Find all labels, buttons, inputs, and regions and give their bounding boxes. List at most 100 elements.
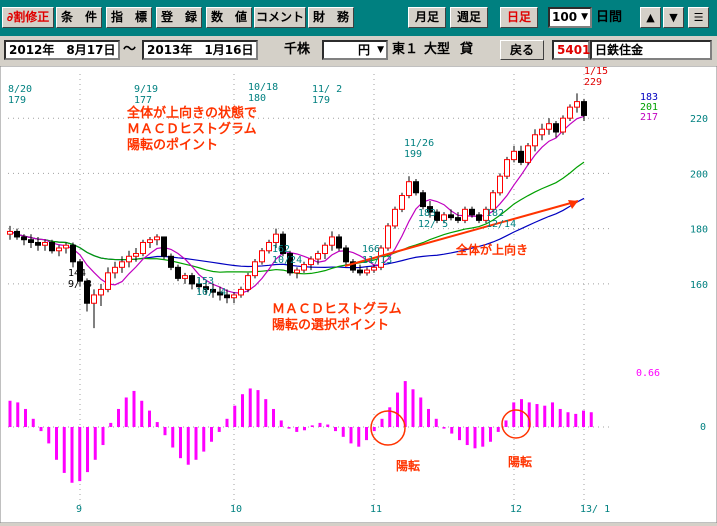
macd-bar <box>512 402 516 427</box>
candle-body <box>154 236 160 241</box>
toolbar-button-0[interactable]: ∂割修正 <box>2 7 54 28</box>
candle-body <box>518 150 524 163</box>
toolbar-button-8[interactable]: 週足 <box>450 7 488 28</box>
candle-body <box>84 280 90 304</box>
scroll-up-button[interactable]: ▲ <box>640 7 661 28</box>
candle-body <box>525 145 531 163</box>
price-label-value: 10/ 4 <box>196 287 226 298</box>
price-label-value: 11/13 <box>362 255 392 266</box>
ma-current-value: 183 <box>640 92 658 103</box>
candle-body <box>210 288 216 293</box>
macd-bar <box>419 397 423 427</box>
macd-bar <box>279 420 283 427</box>
toolbar-button-2[interactable]: 指 標 <box>106 7 152 28</box>
date-from-field[interactable]: 2012年 8月17日 <box>4 40 120 60</box>
y-tick-label: 220 <box>690 114 708 125</box>
price-label-value: 12/ 5 <box>418 219 448 230</box>
scroll-down-button[interactable]: ▼ <box>663 7 684 28</box>
menu-icon: ☰ <box>693 11 704 24</box>
macd-bar <box>78 427 82 482</box>
price-label-date: 11/26 <box>404 138 434 149</box>
macd-bar <box>450 427 454 434</box>
chevron-down-icon: ▼ <box>377 45 384 55</box>
candle-body <box>539 128 545 136</box>
ma-current-value: 217 <box>640 112 658 123</box>
candle-body <box>224 294 230 299</box>
macd-bar <box>411 389 415 427</box>
candle-body <box>322 244 328 255</box>
macd-bar <box>566 412 570 427</box>
candle-body <box>294 269 300 274</box>
candle-body <box>105 272 111 290</box>
macd-bar <box>62 427 66 473</box>
toolbar-button-4[interactable]: 数 値 <box>206 7 252 28</box>
candle-body <box>567 106 573 119</box>
price-label-date: 8/20 <box>8 84 32 95</box>
candle-body <box>161 236 167 257</box>
candle-body <box>462 208 468 221</box>
macd-bar <box>101 427 105 446</box>
macd-bar <box>31 418 35 427</box>
macd-bar <box>124 397 128 427</box>
back-button[interactable]: 戻る <box>500 40 544 60</box>
macd-bar <box>380 418 384 427</box>
macd-bar <box>442 427 446 429</box>
candle-body <box>112 266 118 274</box>
macd-bar <box>326 424 330 427</box>
price-label-value: 180 <box>248 93 266 104</box>
trend-arrow-line <box>344 200 579 267</box>
currency-select[interactable]: 円 ▼ <box>322 40 388 60</box>
candle-body <box>175 266 181 279</box>
candle-body <box>385 225 391 249</box>
candle-body <box>49 241 55 252</box>
stock-code-field[interactable]: 5401 <box>552 40 590 60</box>
toolbar-button-9[interactable]: 日足 <box>500 7 538 28</box>
macd-bar <box>109 422 113 427</box>
unit-label: 千株 <box>284 42 311 57</box>
x-tick-label: 12 <box>510 504 522 515</box>
macd-bar <box>171 427 175 448</box>
price-label-date: 182 <box>486 208 504 219</box>
candle-body <box>7 230 13 235</box>
lend-label: 貸 <box>460 42 474 57</box>
macd-bar <box>318 422 322 427</box>
period-select[interactable]: 100 ▼ <box>548 7 592 28</box>
macd-bar <box>55 427 58 460</box>
price-label-date: 166 <box>362 244 380 255</box>
macd-bar <box>264 399 268 427</box>
macd-bar <box>473 427 477 449</box>
date-to-field[interactable]: 2013年 1月16日 <box>142 40 258 60</box>
toolbar-button-1[interactable]: 条 件 <box>56 7 102 28</box>
macd-bar <box>117 408 120 427</box>
candle-body <box>266 241 272 252</box>
macd-bar <box>93 427 97 460</box>
annotation-note1: 全体が上向きの状態で ＭＡＣＤヒストグラム 陽転のポイント <box>127 106 257 154</box>
price-label-date: 11/ 2 <box>312 84 342 95</box>
candle-body <box>581 101 587 116</box>
note2-line1: ＭＡＣＤヒストグラム <box>272 302 402 317</box>
price-label-date: 183 <box>418 208 436 219</box>
candle-body <box>98 288 104 296</box>
macd-bar <box>310 425 314 427</box>
candle-body <box>483 208 489 221</box>
toolbar-button-7[interactable]: 月足 <box>408 7 446 28</box>
macd-bar <box>396 392 399 427</box>
annotation-trend: 全体が上向き <box>456 243 529 257</box>
candle-body <box>434 211 440 221</box>
price-label-value: 177 <box>134 95 152 106</box>
toolbar-button-5[interactable]: コメント <box>254 7 306 28</box>
macd-bar <box>186 427 190 465</box>
macd-bar <box>388 407 392 427</box>
toolbar-button-3[interactable]: 登 録 <box>156 7 202 28</box>
x-tick-label: 10 <box>230 504 242 515</box>
macd-bar <box>39 427 43 432</box>
candle-body <box>238 288 244 296</box>
menu-button[interactable]: ☰ <box>688 7 709 28</box>
toolbar-button-6[interactable]: 財 務 <box>308 7 354 28</box>
y-tick-label: 180 <box>690 225 708 236</box>
period-value: 100 <box>552 10 578 24</box>
macd-bar <box>202 427 206 452</box>
stock-name-field[interactable]: 日鉄住金 <box>590 40 712 60</box>
candle-body <box>490 192 496 210</box>
macd-bar <box>70 427 74 483</box>
